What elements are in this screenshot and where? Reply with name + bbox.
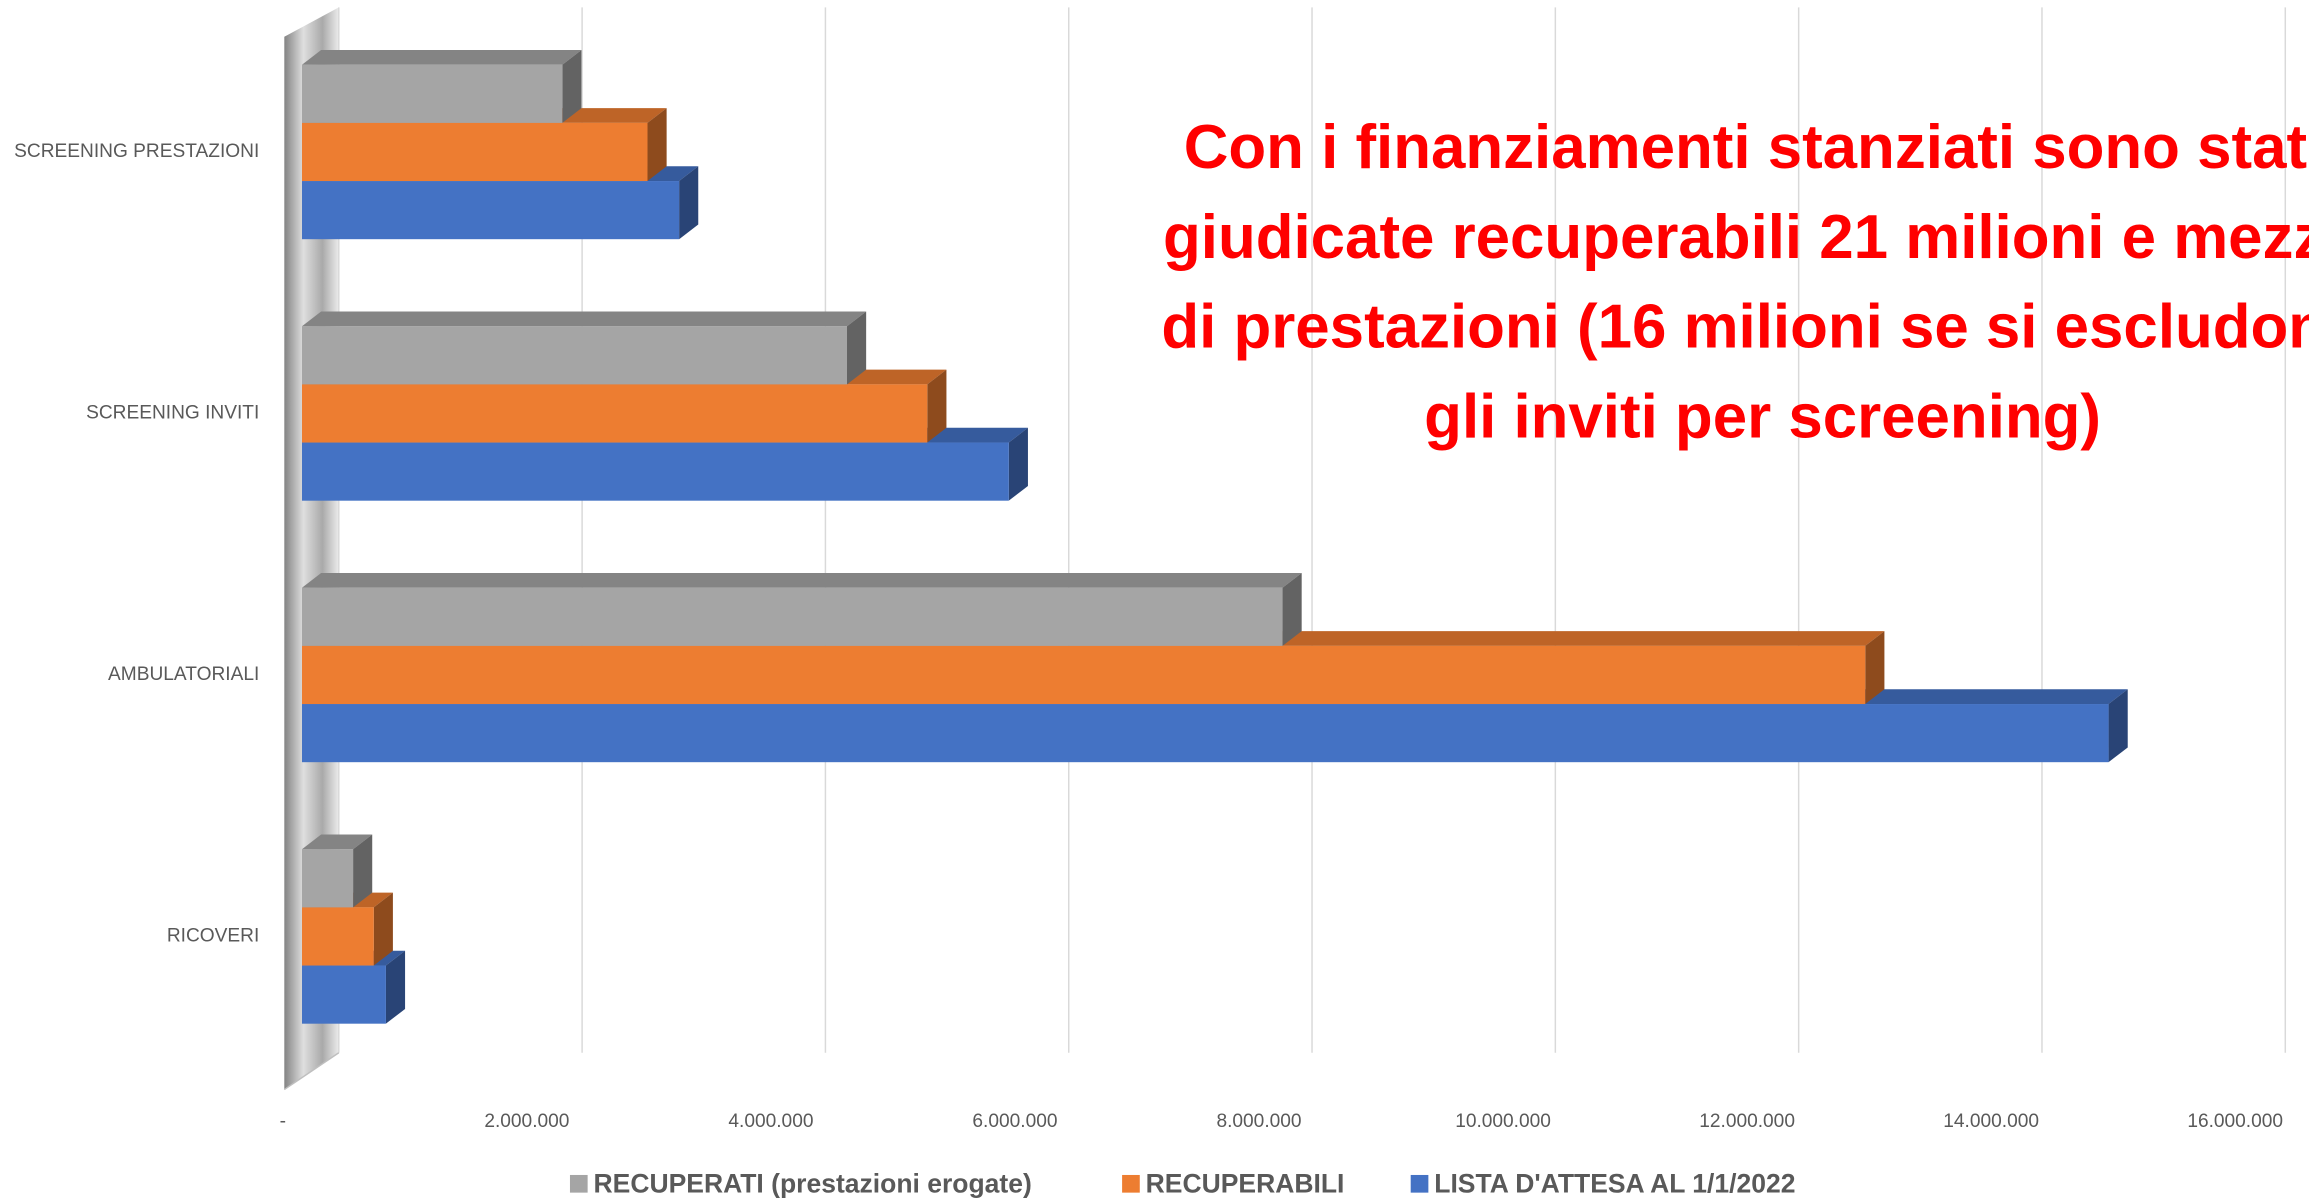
- category-label: RICOVERI: [167, 926, 259, 947]
- bar-side: [927, 369, 947, 443]
- legend-swatch: [569, 1174, 588, 1193]
- x-tick-label: 8.000.000: [1216, 1111, 1301, 1132]
- x-tick-label: 10.000.000: [1455, 1111, 1551, 1132]
- bar-side: [2108, 689, 2128, 763]
- x-tick-label: 16.000.000: [2187, 1111, 2283, 1132]
- wall: [284, 7, 339, 1090]
- legend-label: LISTA D'ATTESA AL 1/1/2022: [1434, 1168, 1795, 1198]
- bar-top: [301, 834, 373, 850]
- bar: [301, 572, 1302, 646]
- annotation: giudicate recuperabili 21 milioni e mezz…: [1163, 203, 2309, 272]
- x-tick-label: 6.000.000: [972, 1111, 1057, 1132]
- annotation: di prestazioni (16 milioni se si escludo…: [1161, 293, 2309, 362]
- legend-label: RECUPERATI (prestazioni erogate): [594, 1168, 1032, 1198]
- bar-top: [301, 572, 1302, 588]
- bar-side: [647, 108, 667, 182]
- x-tick-label: 14.000.000: [1943, 1111, 2039, 1132]
- annotation: Con i finanziamenti stanziati sono state: [1184, 113, 2309, 182]
- bar: [301, 631, 1885, 705]
- x-tick-label: 2.000.000: [484, 1111, 569, 1132]
- category-label: AMBULATORIALI: [108, 664, 259, 685]
- bar-front: [301, 442, 1009, 501]
- bar-front: [301, 384, 928, 443]
- bar-front: [301, 64, 563, 123]
- x-tick-label: -: [280, 1111, 286, 1132]
- x-tick-label: 12.000.000: [1699, 1111, 1795, 1132]
- bar-front: [301, 326, 848, 385]
- bar-front: [301, 181, 680, 240]
- bar: [301, 311, 867, 385]
- bar: [301, 834, 373, 908]
- bar-side: [1865, 631, 1885, 705]
- bar-side: [353, 834, 373, 908]
- legend-label: RECUPERABILI: [1146, 1168, 1345, 1198]
- bar: [301, 427, 1028, 501]
- bar-side: [679, 166, 699, 240]
- bar-side: [562, 49, 582, 123]
- legend-swatch: [1122, 1174, 1140, 1193]
- bar-front: [301, 587, 1283, 646]
- bar-front: [301, 907, 374, 966]
- bar-top: [301, 311, 867, 327]
- x-tick-label: 4.000.000: [728, 1111, 813, 1132]
- bar-front: [301, 965, 386, 1024]
- bar-front: [301, 645, 1866, 705]
- bar-side: [373, 892, 393, 966]
- legend-swatch: [1410, 1174, 1429, 1193]
- bar-side: [385, 950, 406, 1024]
- bar-front: [301, 704, 2109, 763]
- bar-side: [1282, 572, 1302, 646]
- bar-side: [847, 311, 867, 385]
- bar-side: [1008, 427, 1028, 501]
- bar-front: [301, 849, 354, 908]
- annotation: gli inviti per screening): [1424, 382, 2101, 451]
- bar: [301, 49, 582, 123]
- bar-top: [301, 49, 582, 65]
- bar-front: [301, 122, 648, 182]
- category-label: SCREENING PRESTAZIONI: [14, 141, 259, 162]
- floor-line: [283, 1052, 340, 1091]
- category-label: SCREENING INVITI: [86, 403, 259, 424]
